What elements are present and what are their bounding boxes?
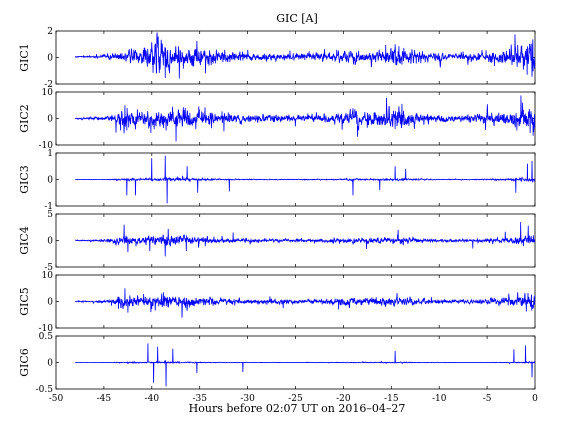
y-tick-label: 0.5 xyxy=(39,332,54,342)
y-tick-label: 1 xyxy=(47,149,53,159)
y-axis-label: GIC5 xyxy=(18,287,31,316)
y-tick-label: 0 xyxy=(47,359,53,369)
x-tick-label: -20 xyxy=(336,394,351,404)
series-line-gic3 xyxy=(75,155,535,204)
x-tick-label: 0 xyxy=(532,394,538,404)
y-tick-label: 5 xyxy=(47,210,53,220)
y-axis-label: GIC3 xyxy=(18,165,31,194)
panel-gic3: -1 0 1 GIC3 xyxy=(18,149,536,212)
y-tick-label: 0 xyxy=(47,54,53,64)
x-axis-label: Hours before 02:07 UT on 2016–04–27 xyxy=(189,402,406,415)
panel-gic1: -2 0 2 GIC1 xyxy=(18,27,536,90)
y-tick-label: 0 xyxy=(47,237,53,247)
y-tick-label: 0 xyxy=(47,298,53,308)
y-tick-label: 10 xyxy=(42,88,54,98)
y-tick-label: -0.5 xyxy=(36,385,54,395)
x-tick-label: -45 xyxy=(97,394,112,404)
series-line-gic6 xyxy=(75,343,535,387)
y-tick-label: 0 xyxy=(47,176,53,186)
y-tick-label: -10 xyxy=(39,324,54,334)
y-axis-label: GIC2 xyxy=(18,104,31,133)
series-line-gic4 xyxy=(74,221,535,257)
series-line-gic5 xyxy=(74,288,535,318)
series-line-gic2 xyxy=(74,95,535,142)
y-tick-label: 0 xyxy=(47,115,53,125)
x-tick-label: -40 xyxy=(145,394,160,404)
y-axis-label: GIC4 xyxy=(18,226,31,255)
panel-gic5: -10 0 10 GIC5 xyxy=(18,271,536,334)
x-tick-label: -5 xyxy=(483,394,492,404)
y-tick-label: 2 xyxy=(47,27,53,37)
figure-title: GIC [A] xyxy=(276,12,318,25)
y-tick-label: -10 xyxy=(39,141,54,151)
series-line-gic1 xyxy=(75,32,535,79)
x-tick-label: -50 xyxy=(49,394,64,404)
panel-gic4: -5 0 5 GIC4 xyxy=(18,210,536,273)
panels-layer: -202GIC1-10010GIC2-101GIC3-505GIC4-10010… xyxy=(18,27,538,404)
panel-gic2: -10 0 10 GIC2 xyxy=(18,88,536,151)
y-tick-label: 10 xyxy=(42,271,54,281)
y-tick-label: -2 xyxy=(44,80,53,90)
x-tick-label: -25 xyxy=(288,394,303,404)
y-tick-label: -5 xyxy=(44,263,53,273)
y-tick-label: -1 xyxy=(44,202,53,212)
y-axis-label: GIC1 xyxy=(18,43,31,72)
x-tick-label: -10 xyxy=(432,394,447,404)
x-tick-label: -30 xyxy=(240,394,255,404)
x-tick-label: -35 xyxy=(192,394,207,404)
y-axis-label: GIC6 xyxy=(18,348,31,377)
x-tick-label: -15 xyxy=(384,394,399,404)
